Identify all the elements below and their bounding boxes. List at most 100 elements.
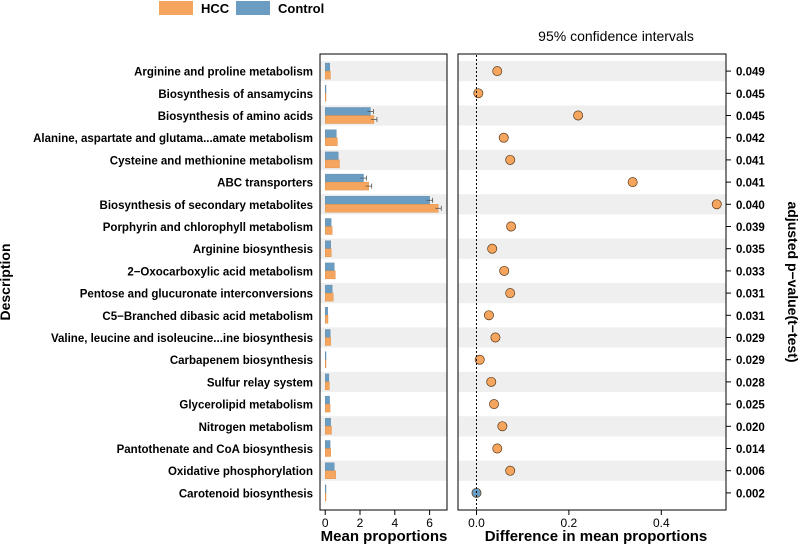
right-x-tick-label: 0.4 bbox=[653, 516, 670, 530]
category-label: Biosynthesis of amino acids bbox=[158, 111, 313, 123]
p-value-label: 0.041 bbox=[736, 178, 765, 190]
bar-hcc bbox=[325, 248, 332, 257]
category-label: C5−Branched dibasic acid metabolism bbox=[102, 311, 313, 323]
category-label: Biosynthesis of secondary metabolites bbox=[100, 200, 313, 212]
category-label: Biosynthesis of ansamycins bbox=[158, 89, 313, 101]
legend-swatch-hcc bbox=[159, 1, 193, 15]
bar-hcc bbox=[325, 448, 331, 457]
row-band-right bbox=[458, 61, 726, 82]
bar-hcc bbox=[325, 93, 327, 102]
p-value-labels: 0.049 0.045 0.045 0.042 0.041 0.041 0.040 0.039… bbox=[726, 67, 765, 500]
p-value-label: 0.025 bbox=[736, 400, 765, 412]
bar-hcc bbox=[325, 115, 375, 124]
bar-hcc bbox=[325, 137, 338, 146]
row-band-right bbox=[458, 416, 726, 437]
mean-proportion-bars bbox=[325, 62, 442, 502]
legend-label-hcc: HCC bbox=[201, 1, 230, 16]
difference-point bbox=[627, 177, 638, 188]
bar-hcc bbox=[325, 315, 329, 324]
row-band-right bbox=[458, 460, 726, 481]
difference-point bbox=[489, 399, 499, 410]
bar-hcc bbox=[325, 159, 340, 169]
left-x-axis: 0 2 4 6 bbox=[322, 510, 433, 530]
bar-control bbox=[325, 373, 330, 383]
row-band-left bbox=[320, 283, 447, 304]
category-label: Cysteine and methionine metabolism bbox=[110, 155, 313, 167]
row-band-right bbox=[458, 149, 726, 170]
p-value-label: 0.049 bbox=[736, 67, 765, 79]
bar-control bbox=[325, 329, 331, 338]
category-labels: Arginine and proline metabolism Biosynthe… bbox=[33, 67, 313, 501]
p-value-label: 0.040 bbox=[736, 200, 765, 212]
category-label: Glycerolipid metabolism bbox=[179, 400, 313, 412]
difference-point bbox=[473, 88, 484, 99]
row-band-left bbox=[320, 416, 447, 437]
bar-hcc bbox=[325, 426, 332, 435]
category-label: Nitrogen metabolism bbox=[199, 422, 313, 434]
difference-point bbox=[484, 310, 494, 321]
bar-hcc bbox=[325, 359, 327, 368]
bar-hcc bbox=[325, 270, 336, 280]
difference-points bbox=[471, 55, 722, 509]
bar-control bbox=[325, 307, 328, 316]
bar-control bbox=[325, 462, 335, 471]
bar-control bbox=[325, 173, 364, 183]
bar-control bbox=[325, 151, 339, 161]
bar-hcc bbox=[325, 403, 331, 413]
left-panel-frame bbox=[319, 53, 448, 511]
p-value-label: 0.042 bbox=[736, 133, 765, 145]
y-axis-title: Description bbox=[0, 243, 13, 320]
difference-point bbox=[492, 66, 503, 77]
left-x-tick-label: 0 bbox=[322, 516, 329, 530]
bar-control bbox=[325, 418, 331, 427]
bar-hcc bbox=[325, 492, 327, 502]
row-band-right bbox=[458, 283, 726, 304]
p-value-label: 0.045 bbox=[736, 89, 765, 101]
right-panel-frame bbox=[457, 53, 727, 511]
difference-point bbox=[487, 243, 498, 254]
category-label: 2−Oxocarboxylic acid metabolism bbox=[127, 266, 313, 278]
category-label: Carbapenem biosynthesis bbox=[170, 355, 313, 367]
p-value-label: 0.014 bbox=[736, 444, 765, 456]
row-band-left bbox=[320, 371, 447, 392]
difference-point bbox=[492, 443, 503, 454]
category-label: ABC transporters bbox=[217, 178, 313, 190]
category-label: Carotenoid biosynthesis bbox=[179, 488, 313, 500]
bar-hcc bbox=[325, 204, 439, 213]
category-label: Pantothenate and CoA biosynthesis bbox=[117, 444, 313, 456]
row-band-left bbox=[320, 460, 447, 481]
row-band-left bbox=[320, 238, 447, 259]
bar-control bbox=[325, 351, 327, 360]
p-value-label: 0.031 bbox=[736, 311, 765, 323]
difference-point bbox=[498, 132, 509, 143]
p-value-label: 0.020 bbox=[736, 422, 765, 434]
category-label: Valine, leucine and isoleucine...ine bio… bbox=[51, 333, 313, 345]
p-value-label: 0.031 bbox=[736, 289, 765, 301]
difference-point bbox=[497, 421, 508, 432]
left-x-tick-label: 2 bbox=[357, 516, 364, 530]
bar-control bbox=[325, 395, 330, 405]
category-label: Porphyrin and chlorophyll metabolism bbox=[103, 222, 313, 234]
bar-control bbox=[325, 218, 332, 227]
right-x-tick-label: 0.2 bbox=[561, 516, 578, 530]
p-value-label: 0.033 bbox=[736, 266, 765, 278]
difference-point bbox=[499, 265, 510, 276]
bar-control bbox=[325, 107, 371, 116]
right-x-axis-title: Difference in mean proportions bbox=[485, 528, 708, 544]
bar-control bbox=[325, 240, 331, 249]
p-value-label: 0.029 bbox=[736, 333, 765, 345]
row-band-right bbox=[458, 238, 726, 259]
bar-hcc bbox=[325, 70, 331, 80]
bar-control bbox=[325, 85, 327, 94]
left-x-axis-title: Mean proportions bbox=[321, 528, 448, 544]
category-label: Pentose and glucuronate interconversions bbox=[80, 289, 313, 301]
bar-hcc bbox=[325, 337, 331, 346]
p-value-label: 0.041 bbox=[736, 155, 765, 167]
legend-label-control: Control bbox=[278, 1, 324, 16]
row-band-right bbox=[458, 194, 726, 215]
row-band-right bbox=[458, 371, 726, 392]
row-band-left bbox=[320, 149, 447, 170]
row-band-right bbox=[458, 327, 726, 348]
bar-control bbox=[325, 196, 430, 205]
category-label: Sulfur relay system bbox=[207, 377, 313, 389]
